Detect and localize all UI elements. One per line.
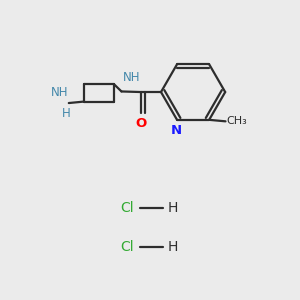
Text: H: H bbox=[167, 201, 178, 215]
Text: O: O bbox=[135, 117, 146, 130]
Text: N: N bbox=[171, 124, 182, 137]
Text: Cl: Cl bbox=[120, 201, 134, 215]
Text: Cl: Cl bbox=[120, 240, 134, 254]
Text: NH: NH bbox=[50, 85, 68, 99]
Text: H: H bbox=[61, 107, 70, 120]
Text: CH₃: CH₃ bbox=[226, 116, 247, 126]
Text: H: H bbox=[167, 240, 178, 254]
Text: NH: NH bbox=[122, 71, 140, 84]
